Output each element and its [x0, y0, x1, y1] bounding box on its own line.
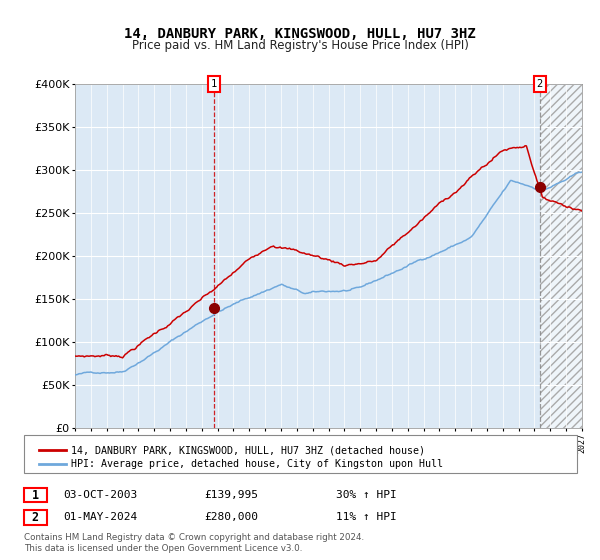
Text: 14, DANBURY PARK, KINGSWOOD, HULL, HU7 3HZ (detached house): 14, DANBURY PARK, KINGSWOOD, HULL, HU7 3… [71, 445, 425, 455]
Bar [539, 84, 582, 428]
Text: Price paid vs. HM Land Registry's House Price Index (HPI): Price paid vs. HM Land Registry's House … [131, 39, 469, 53]
Text: 11% ↑ HPI: 11% ↑ HPI [336, 512, 397, 522]
Text: 01-MAY-2024: 01-MAY-2024 [63, 512, 137, 522]
Text: 30% ↑ HPI: 30% ↑ HPI [336, 490, 397, 500]
Text: 2: 2 [32, 511, 39, 524]
Text: HPI: Average price, detached house, City of Kingston upon Hull: HPI: Average price, detached house, City… [71, 459, 443, 469]
Text: 2: 2 [536, 79, 543, 89]
Text: This data is licensed under the Open Government Licence v3.0.: This data is licensed under the Open Gov… [24, 544, 302, 553]
Bar [539, 84, 582, 428]
Text: 14, DANBURY PARK, KINGSWOOD, HULL, HU7 3HZ: 14, DANBURY PARK, KINGSWOOD, HULL, HU7 3… [124, 27, 476, 41]
Text: 03-OCT-2003: 03-OCT-2003 [63, 490, 137, 500]
Text: £280,000: £280,000 [204, 512, 258, 522]
Text: £139,995: £139,995 [204, 490, 258, 500]
Text: Contains HM Land Registry data © Crown copyright and database right 2024.: Contains HM Land Registry data © Crown c… [24, 533, 364, 542]
Text: 1: 1 [32, 488, 39, 502]
Text: 1: 1 [211, 79, 217, 89]
